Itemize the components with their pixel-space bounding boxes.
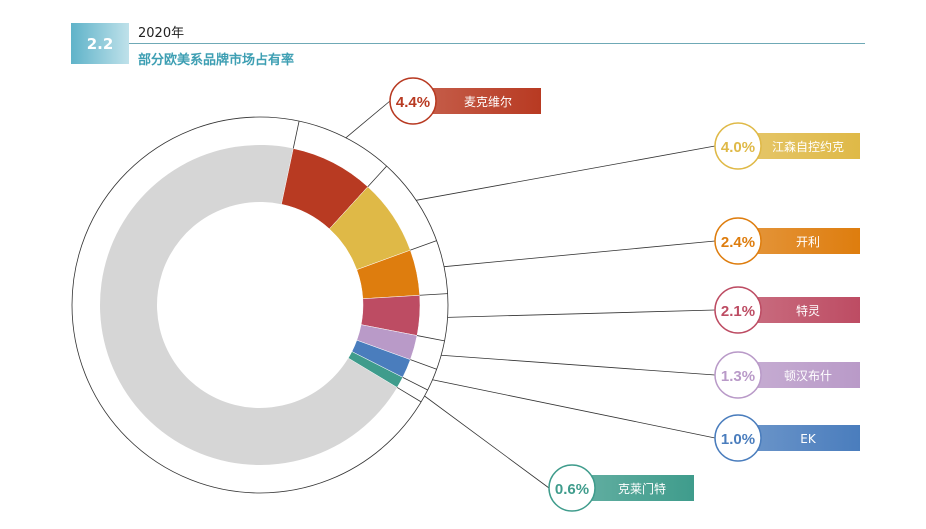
donut-segment-other — [100, 145, 398, 466]
segment-divider-3 — [419, 293, 448, 296]
value-label-0: 4.4% — [396, 94, 430, 111]
section-badge: 2.2 — [71, 23, 129, 64]
segment-divider-6 — [402, 376, 428, 391]
value-label-4: 1.3% — [721, 368, 755, 385]
leader-line-0 — [345, 100, 391, 139]
header-divider — [129, 43, 865, 44]
brand-label-5: EK — [800, 432, 817, 446]
leader-line-3 — [447, 309, 716, 318]
leader-line-5 — [432, 379, 716, 439]
segment-divider-4 — [416, 335, 445, 342]
year-label: 2020年 — [138, 26, 185, 41]
brand-label-2: 开利 — [796, 235, 820, 249]
leader-line-2 — [444, 240, 716, 268]
chart-title: 部分欧美系品牌市场占有率 — [138, 53, 295, 68]
label-circle-1 — [714, 122, 762, 170]
value-label-3: 2.1% — [721, 303, 755, 320]
brand-label-4: 顿汉布什 — [784, 369, 832, 383]
value-label-2: 2.4% — [721, 234, 755, 251]
value-label-1: 4.0% — [721, 139, 755, 156]
brand-label-0: 麦克维尔 — [464, 94, 512, 109]
label-circle-0 — [389, 77, 437, 125]
leader-line-1 — [416, 145, 716, 201]
label-circle-2 — [714, 217, 762, 265]
segment-divider-1 — [367, 165, 387, 188]
brand-label-3: 特灵 — [796, 303, 820, 318]
leader-line-4 — [441, 354, 716, 376]
label-circle-4 — [714, 351, 762, 399]
segment-divider-5 — [410, 359, 437, 370]
label-circle-5 — [714, 414, 762, 462]
donut-segment-6 — [347, 351, 404, 388]
value-label-6: 0.6% — [555, 481, 589, 498]
segment-divider-end — [396, 387, 422, 403]
segment-divider-2 — [410, 240, 437, 251]
label-circle-6 — [548, 464, 596, 512]
segment-divider-0 — [292, 121, 300, 149]
value-label-5: 1.0% — [721, 431, 755, 448]
brand-label-6: 克莱门特 — [618, 481, 666, 496]
leader-line-6 — [424, 395, 550, 489]
brand-label-1: 江森自控约克 — [772, 139, 844, 154]
outer-ring — [71, 116, 449, 494]
label-circle-3 — [714, 286, 762, 334]
